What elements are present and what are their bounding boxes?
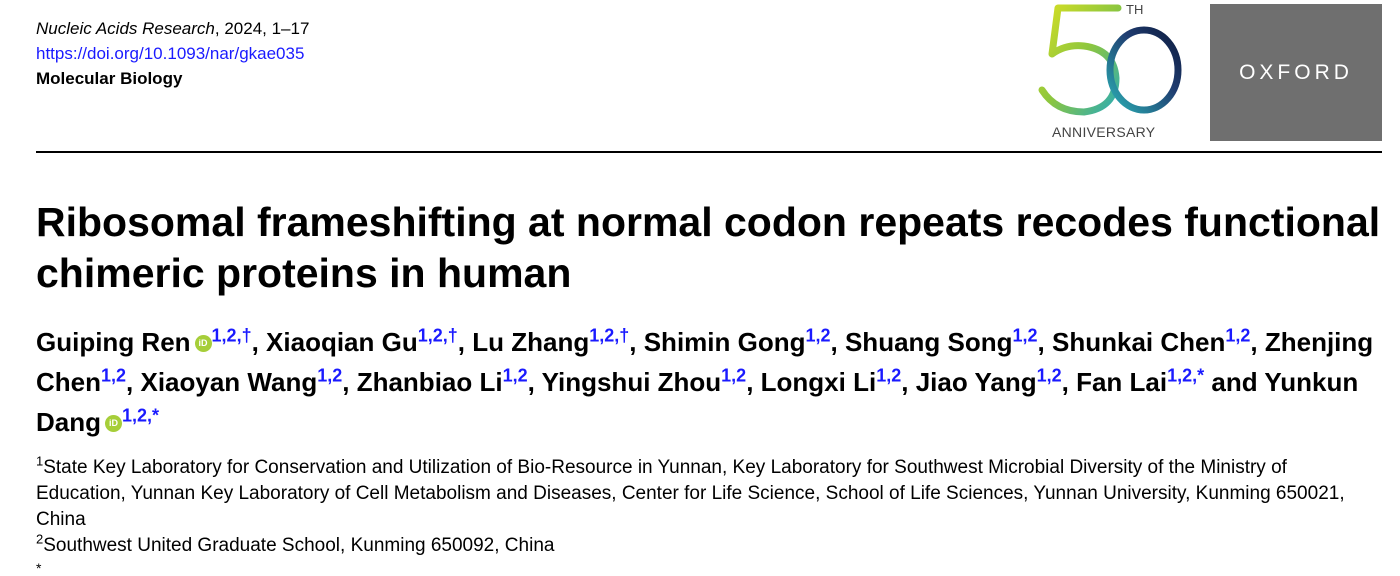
author-name: Xiaoqian Gu [266, 327, 418, 357]
author-name: Yunkun Dang [36, 367, 1359, 437]
author-name: Zhanbiao Li [356, 367, 503, 397]
affiliation-number: 1 [36, 453, 44, 469]
affiliation-item: 1State Key Laboratory for Conservation a… [36, 455, 1376, 533]
author-name: Shimin Gong [643, 327, 806, 357]
author-affiliation-marks[interactable]: 1,2,† [417, 325, 458, 346]
author-affiliation-marks[interactable]: 1,2 [502, 365, 528, 386]
article-title: Ribosomal frameshifting at normal codon … [36, 199, 1381, 296]
author: Yunkun Dang iD 1,2,* [36, 367, 1358, 437]
publisher-name: OXFORD [1239, 60, 1353, 84]
author-name: Xiaoyan Wang [140, 367, 318, 397]
author: Xiaoyan Wang1,2 [140, 365, 343, 397]
author-name: Zhenjing Chen [36, 327, 1374, 397]
article-section: Molecular Biology [36, 69, 183, 88]
affiliations: 1State Key Laboratory for Conservation a… [36, 455, 1376, 559]
author-affiliation-marks[interactable]: 1,2 [876, 365, 902, 386]
author-name: Jiao Yang [915, 367, 1037, 397]
author: Shimin Gong1,2 [643, 325, 831, 357]
author-affiliation-marks[interactable]: 1,2,† [589, 325, 630, 346]
author-affiliation-marks[interactable]: 1,2,* [122, 405, 160, 426]
orcid-icon[interactable]: iD [194, 335, 212, 352]
anniversary-suffix: TH [1126, 2, 1144, 17]
author-name: Shunkai Chen [1052, 327, 1226, 357]
orcid-icon[interactable]: iD [105, 415, 122, 432]
author: Xiaoqian Gu1,2,† [266, 325, 458, 357]
oxford-publisher-logo[interactable]: OXFORD [1210, 4, 1382, 141]
50th-anniversary-logo: TH ANNIVERSARY [1036, 2, 1186, 144]
affiliation-item: 2Southwest United Graduate School, Kunmi… [36, 533, 1376, 559]
author: Shuang Song1,2 [844, 325, 1038, 357]
author-affiliation-marks[interactable]: 1,2 [1225, 325, 1251, 346]
author-name: Guiping Ren [36, 327, 191, 357]
author-name: Longxi Li [760, 367, 877, 397]
footnote-mark: * [36, 560, 42, 576]
affiliation-text: State Key Laboratory for Conservation an… [36, 457, 1345, 530]
affiliation-number: 2 [36, 531, 44, 547]
journal-meta: Nucleic Acids Research, 2024, 1–17 https… [36, 16, 309, 91]
author: Zhanbiao Li1,2 [356, 365, 528, 397]
author-name: Shuang Song [844, 327, 1013, 357]
author-name: Fan Lai [1076, 367, 1168, 397]
doi-link[interactable]: https://doi.org/10.1093/nar/gkae035 [36, 44, 305, 63]
author: Shunkai Chen1,2 [1052, 325, 1251, 357]
author: Fan Lai1,2,* [1076, 365, 1205, 397]
author-affiliation-marks[interactable]: 1,2,† [211, 325, 252, 346]
author: Zhenjing Chen1,2 [36, 327, 1373, 397]
author-affiliation-marks[interactable]: 1,2 [1036, 365, 1062, 386]
fifty-numeral-graphic [1038, 4, 1182, 116]
journal-year-pages: , 2024, 1–17 [214, 19, 310, 38]
author-affiliation-marks[interactable]: 1,2 [721, 365, 747, 386]
anniversary-label: ANNIVERSARY [1052, 124, 1156, 140]
header-divider [36, 151, 1382, 153]
journal-name: Nucleic Acids Research [36, 19, 215, 38]
author-list: Guiping Ren iD 1,2,†, Xiaoqian Gu1,2,†, Lu… [36, 325, 1374, 437]
author-affiliation-marks[interactable]: 1,2 [317, 365, 343, 386]
author: Lu Zhang1,2,† [472, 325, 630, 357]
affiliation-text: Southwest United Graduate School, Kunmin… [43, 535, 555, 556]
author-affiliation-marks[interactable]: 1,2 [1012, 325, 1038, 346]
author-affiliation-marks[interactable]: 1,2,* [1167, 365, 1205, 386]
author-name: Lu Zhang [472, 327, 590, 357]
author-name: Yingshui Zhou [541, 367, 722, 397]
author: Yingshui Zhou1,2 [541, 365, 747, 397]
journal-citation: Nucleic Acids Research, 2024, 1–17 [36, 16, 309, 41]
author: Jiao Yang1,2 [915, 365, 1062, 397]
author-affiliation-marks[interactable]: 1,2 [101, 365, 127, 386]
author: Longxi Li1,2 [760, 365, 902, 397]
author: Guiping Ren iD 1,2,† [36, 325, 252, 357]
author-affiliation-marks[interactable]: 1,2 [805, 325, 831, 346]
